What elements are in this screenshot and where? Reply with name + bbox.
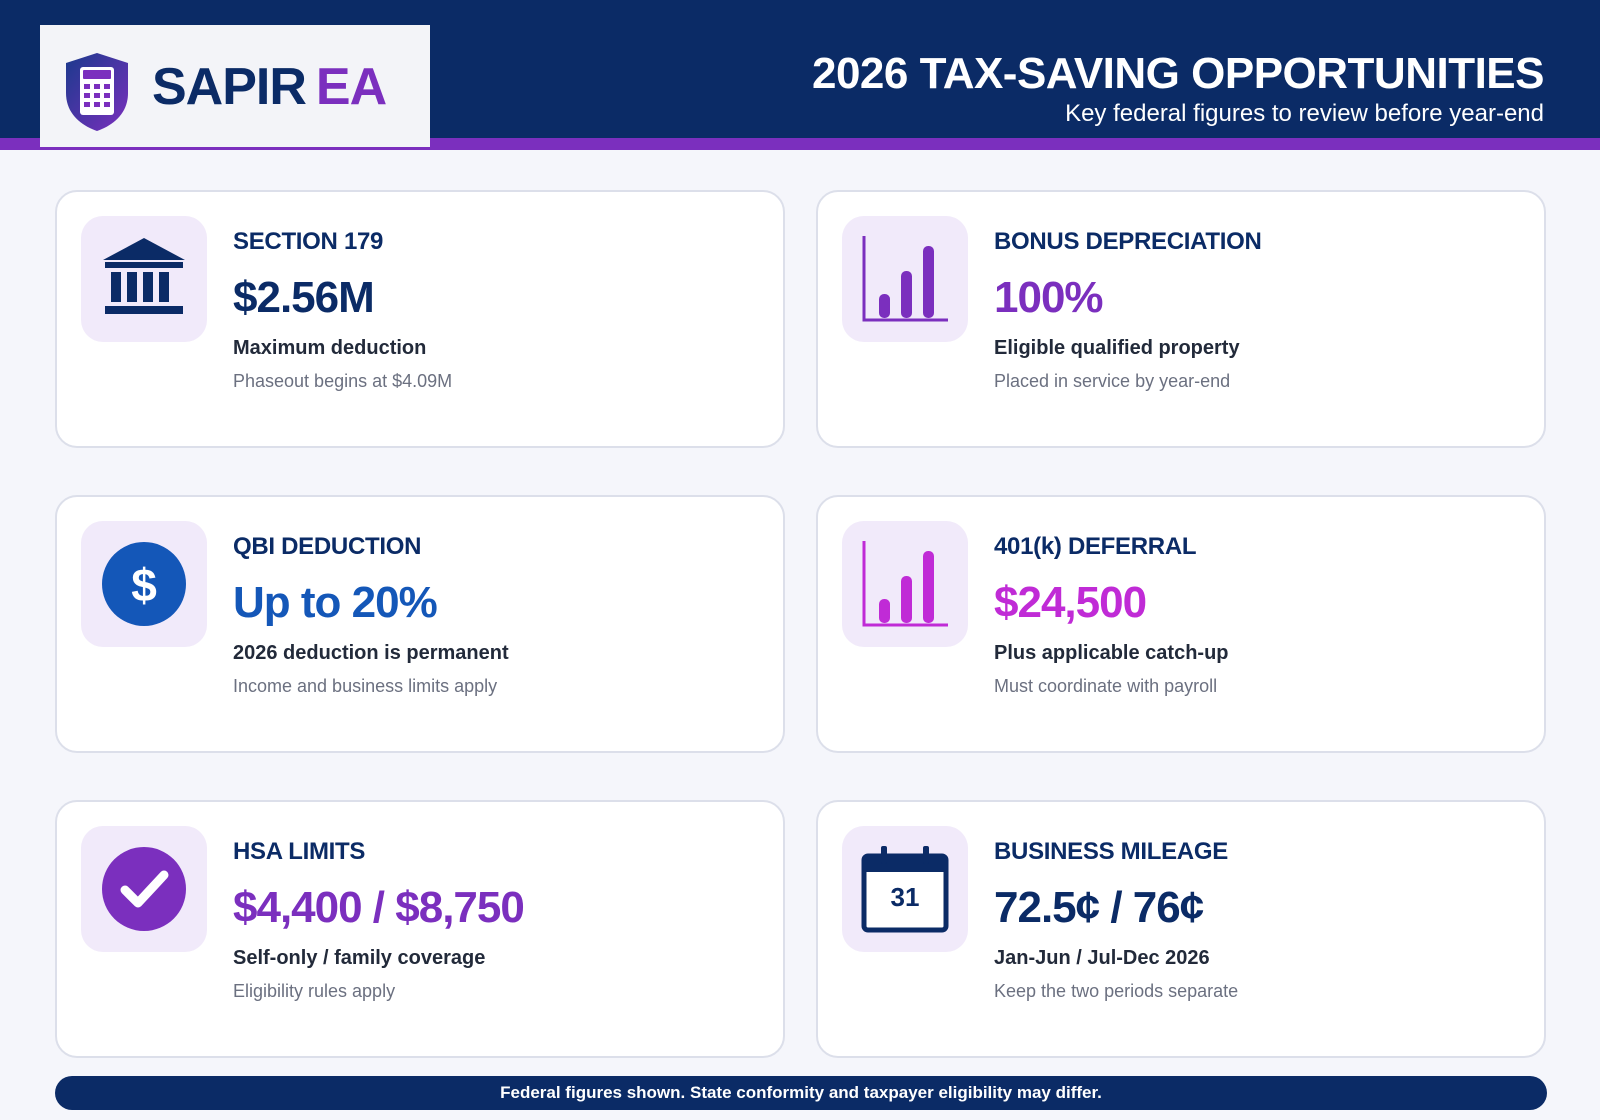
card-qbi-deduction: $ QBI DEDUCTION Up to 20% 2026 deduction… xyxy=(55,495,785,753)
card-description: Eligible qualified property xyxy=(994,337,1240,359)
card-label: QBI DEDUCTION xyxy=(233,533,422,560)
icon-tile xyxy=(81,216,207,342)
card-hsa-limits: HSA LIMITS $4,400 / $8,750 Self-only / f… xyxy=(55,800,785,1058)
icon-tile: 31 xyxy=(842,826,968,952)
card-description: Jan-Jun / Jul-Dec 2026 xyxy=(994,947,1210,969)
card-label: HSA LIMITS xyxy=(233,838,366,865)
page-title: 2026 TAX-SAVING OPPORTUNITIES xyxy=(811,49,1545,98)
card-note: Must coordinate with payroll xyxy=(994,676,1218,696)
card-section-179: SECTION 179 $2.56M Maximum deduction Pha… xyxy=(55,190,785,448)
card-business-mileage: 31 BUSINESS MILEAGE 72.5¢ / 76¢ Jan-Jun … xyxy=(816,800,1546,1058)
page-subtitle: Key federal figures to review before yea… xyxy=(1065,100,1544,127)
card-value: Up to 20% xyxy=(233,578,438,627)
card-value: $2.56M xyxy=(233,273,375,322)
card-value: $24,500 xyxy=(994,578,1147,627)
dollar-icon: $ xyxy=(102,542,186,626)
card-note: Income and business limits apply xyxy=(233,676,498,696)
brand-name-part1: SAPIR xyxy=(152,58,307,116)
bank-icon xyxy=(103,238,185,314)
card-value: $4,400 / $8,750 xyxy=(233,883,525,932)
card-note: Keep the two periods separate xyxy=(994,981,1239,1001)
card-value: 72.5¢ / 76¢ xyxy=(994,883,1204,932)
brand-logo: SAPIR EA xyxy=(40,25,430,147)
bar-chart-icon xyxy=(862,236,948,322)
footer-text: Federal figures shown. State conformity … xyxy=(500,1083,1102,1102)
card-note: Phaseout begins at $4.09M xyxy=(233,371,453,391)
card-description: Maximum deduction xyxy=(233,337,427,359)
card-bonus-depreciation: BONUS DEPRECIATION 100% Eligible qualifi… xyxy=(816,190,1546,448)
card-description: Self-only / family coverage xyxy=(233,947,486,969)
brand-name-part2: EA xyxy=(315,58,387,116)
calendar-icon: 31 xyxy=(861,846,949,933)
calendar-day: 31 xyxy=(891,882,920,912)
svg-text:$: $ xyxy=(131,559,157,611)
card-note: Eligibility rules apply xyxy=(233,981,396,1001)
card-label: BONUS DEPRECIATION xyxy=(994,228,1262,255)
card-description: 2026 deduction is permanent xyxy=(233,642,509,664)
check-icon xyxy=(102,847,186,931)
footer-disclaimer: Federal figures shown. State conformity … xyxy=(55,1076,1547,1110)
icon-tile xyxy=(81,826,207,952)
card-value: 100% xyxy=(994,273,1104,322)
card-note: Placed in service by year-end xyxy=(994,371,1231,391)
brand-name: SAPIR EA xyxy=(152,58,387,116)
icon-tile xyxy=(842,216,968,342)
card-label: SECTION 179 xyxy=(233,228,384,255)
icon-tile xyxy=(842,521,968,647)
bar-chart-icon xyxy=(862,541,948,627)
card-description: Plus applicable catch-up xyxy=(994,642,1229,664)
icon-tile: $ xyxy=(81,521,207,647)
card-401k-deferral: 401(k) DEFERRAL $24,500 Plus applicable … xyxy=(816,495,1546,753)
calculator-shield-icon xyxy=(66,53,128,131)
card-label: BUSINESS MILEAGE xyxy=(994,838,1228,865)
card-label: 401(k) DEFERRAL xyxy=(994,533,1197,560)
